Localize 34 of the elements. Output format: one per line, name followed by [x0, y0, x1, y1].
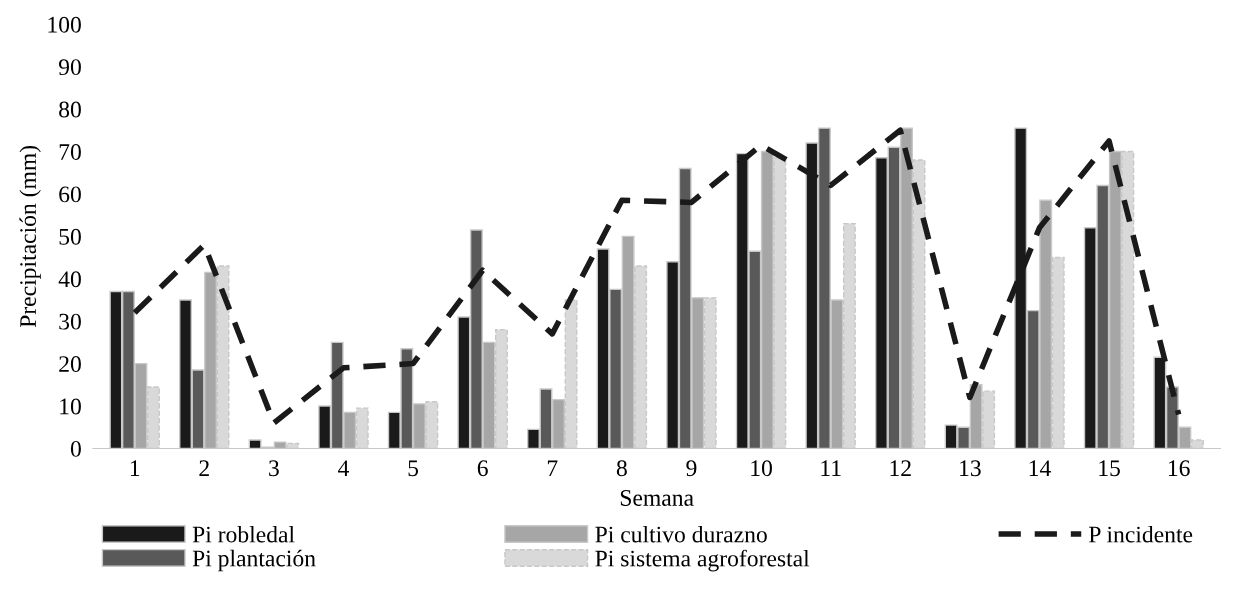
y-tick-label: 0: [70, 440, 81, 457]
x-tick-label: 13: [960, 460, 981, 477]
y-tick-label: 90: [58, 59, 81, 76]
legend-label: P incidente: [1089, 525, 1193, 543]
x-axis-title: Semana: [620, 490, 694, 506]
legend-label: Pi robledal: [192, 525, 295, 543]
x-tick-label: 6: [477, 460, 488, 477]
x-tick-label: 11: [821, 460, 841, 476]
x-tick-label: 10: [751, 460, 772, 477]
x-tick-label: 16: [1168, 460, 1190, 477]
y-tick-label: 70: [59, 143, 81, 160]
x-tick-label: 5: [408, 460, 419, 477]
y-axis-title: Precipitación (mm): [19, 145, 41, 328]
y-tick-label: 40: [58, 271, 81, 288]
x-tick-label: 15: [1099, 460, 1120, 477]
x-tick-label: 2: [199, 460, 209, 476]
y-tick-label: 10: [60, 398, 81, 415]
y-tick-label: 80: [59, 101, 81, 118]
legend-label: Pi sistema agroforestal: [595, 549, 810, 572]
x-tick-label: 8: [616, 460, 627, 477]
y-tick-label: 60: [59, 186, 81, 203]
x-tick-label: 9: [686, 460, 697, 477]
y-tick-label: 30: [59, 313, 81, 330]
legend-label: Pi plantación: [192, 549, 316, 572]
y-tick-label: 20: [59, 356, 81, 373]
x-tick-label: 14: [1029, 460, 1051, 476]
y-tick-label: 50: [59, 228, 81, 245]
x-tick-label: 7: [547, 460, 558, 476]
y-tick-label: 100: [48, 16, 81, 33]
x-tick-label: 12: [890, 460, 911, 476]
x-tick-label: 3: [269, 460, 279, 477]
legend-label: Pi cultivo durazno: [595, 525, 767, 543]
x-tick-label: 4: [338, 460, 350, 476]
x-tick-label: 1: [130, 460, 140, 476]
